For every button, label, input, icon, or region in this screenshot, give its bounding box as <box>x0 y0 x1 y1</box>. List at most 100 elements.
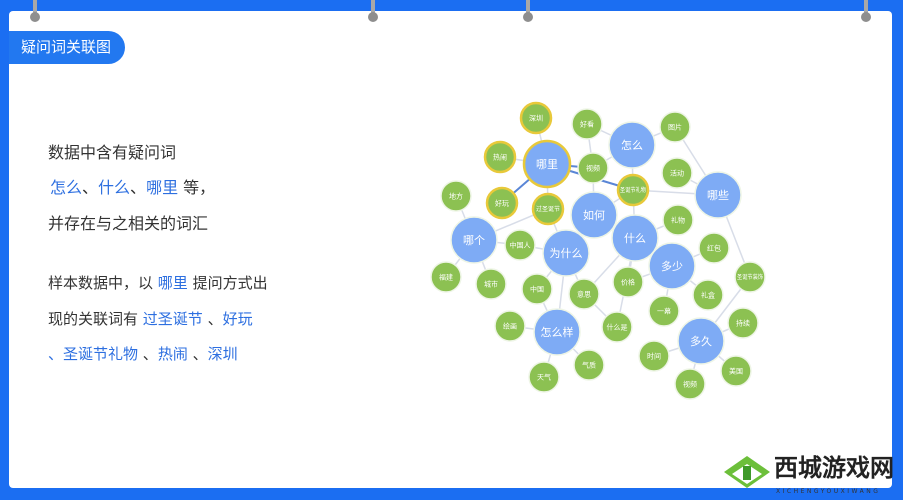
node-circle <box>430 261 462 293</box>
node-label: 哪里 <box>536 158 558 171</box>
keyword: 怎么 <box>50 178 83 197</box>
node-circle <box>611 214 659 262</box>
graph-node[interactable]: 福建 <box>430 261 462 293</box>
graph-node[interactable]: 城市 <box>475 268 507 300</box>
graph-node[interactable]: 视频 <box>577 152 609 184</box>
node-label: 好玩 <box>495 198 509 207</box>
graph-node[interactable]: 过圣诞节 <box>531 192 565 226</box>
binder-pin-icon <box>30 0 40 22</box>
site-logo: 西城游戏网 XICHENGYOUXIWANG <box>722 454 900 498</box>
graph-node[interactable]: 一幕 <box>648 295 680 327</box>
graph-node[interactable]: 礼物 <box>662 204 694 236</box>
graph-node[interactable]: 热闹 <box>483 140 517 174</box>
graph-node[interactable]: 意思 <box>568 278 600 310</box>
term: 圣诞节礼物 <box>63 345 139 363</box>
node-label: 为什么 <box>550 247 583 260</box>
graph-node[interactable]: 持续 <box>727 307 759 339</box>
node-label: 哪些 <box>707 188 729 202</box>
para2-line2: 现的关联词有 过圣诞节 、好玩 <box>48 310 253 328</box>
node-circle <box>533 308 581 356</box>
binder-pin-icon <box>368 0 378 22</box>
node-label: 什么是 <box>607 322 628 331</box>
node-label: 视频 <box>586 163 600 172</box>
graph-node[interactable]: 好看 <box>571 108 603 140</box>
node-circle <box>720 355 752 387</box>
node-circle <box>528 361 560 393</box>
keyword: 哪里 <box>157 274 188 292</box>
node-circle <box>661 157 693 189</box>
node-circle <box>608 121 656 169</box>
graph-node[interactable]: 图片 <box>659 111 691 143</box>
separator: 、 <box>82 178 99 197</box>
keyword: 什么 <box>98 178 131 197</box>
node-label: 一幕 <box>657 306 671 315</box>
graph-node[interactable]: 价格 <box>612 266 644 298</box>
node-circle <box>638 340 670 372</box>
node-label: 什么 <box>624 232 646 245</box>
node-label: 气质 <box>582 360 596 369</box>
keyword: 哪里 <box>146 178 179 197</box>
node-label: 中国 <box>530 284 544 293</box>
graph-node[interactable]: 哪个 <box>450 216 498 264</box>
graph-node[interactable]: 什么是 <box>601 311 633 343</box>
graph-node[interactable]: 绘画 <box>494 310 526 342</box>
page-title: 疑问词关联图 <box>9 31 125 64</box>
node-label: 价格 <box>621 277 635 286</box>
node-circle <box>519 101 553 135</box>
graph-node[interactable]: 如何 <box>570 191 618 239</box>
node-label: 绘画 <box>503 321 517 330</box>
text: 现的关联词有 <box>48 310 143 328</box>
graph-node[interactable]: 哪些 <box>694 171 742 219</box>
node-circle <box>648 242 696 290</box>
node-circle <box>504 229 536 261</box>
graph-node[interactable]: 气质 <box>573 349 605 381</box>
binder-pin-icon <box>523 0 533 22</box>
node-circle <box>485 186 519 220</box>
graph-node[interactable]: 红包 <box>698 232 730 264</box>
node-label: 福建 <box>439 272 453 281</box>
node-circle <box>475 268 507 300</box>
node-circle <box>601 311 633 343</box>
graph-node[interactable]: 圣诞节礼物 <box>616 173 650 207</box>
graph-node[interactable]: 天气 <box>528 361 560 393</box>
graph-node[interactable]: 中国人 <box>504 229 536 261</box>
graph-node[interactable]: 深圳 <box>519 101 553 135</box>
logo-subtitle: XICHENGYOUXIWANG <box>776 488 881 495</box>
graph-node[interactable]: 好玩 <box>485 186 519 220</box>
suffix: 等， <box>178 178 216 197</box>
node-circle <box>698 232 730 264</box>
graph-node[interactable]: 美国 <box>720 355 752 387</box>
graph-node[interactable]: 怎么样 <box>533 308 581 356</box>
node-label: 中国人 <box>510 240 531 249</box>
node-circle <box>659 111 691 143</box>
graph-node[interactable]: 地方 <box>440 180 472 212</box>
node-label: 城市 <box>484 279 498 288</box>
graph-node[interactable]: 多久 <box>677 317 725 365</box>
graph-node[interactable]: 视频 <box>674 368 706 400</box>
graph-node[interactable]: 哪里 <box>522 139 572 189</box>
graph-node[interactable]: 圣诞节装饰 <box>734 261 766 293</box>
graph-node[interactable]: 什么 <box>611 214 659 262</box>
graph-node[interactable]: 为什么 <box>542 229 590 277</box>
node-label: 活动 <box>670 168 684 177</box>
node-label: 过圣诞节 <box>536 205 560 213</box>
text: 提问方式出 <box>187 274 268 292</box>
node-circle <box>692 279 724 311</box>
node-circle <box>531 192 565 226</box>
graph-node[interactable]: 礼盒 <box>692 279 724 311</box>
node-label: 礼盒 <box>701 290 715 299</box>
node-label: 哪个 <box>463 234 485 247</box>
node-label: 怎么 <box>621 138 643 152</box>
graph-node[interactable]: 多少 <box>648 242 696 290</box>
graph-node[interactable]: 中国 <box>521 273 553 305</box>
graph-node[interactable]: 时间 <box>638 340 670 372</box>
node-circle <box>727 307 759 339</box>
node-circle <box>612 266 644 298</box>
node-label: 圣诞节礼物 <box>620 186 646 194</box>
graph-node[interactable]: 怎么 <box>608 121 656 169</box>
graph-node[interactable]: 活动 <box>661 157 693 189</box>
node-label: 视频 <box>683 379 697 388</box>
binder-pin-icon <box>861 0 871 22</box>
node-label: 图片 <box>668 122 682 131</box>
node-circle <box>662 204 694 236</box>
